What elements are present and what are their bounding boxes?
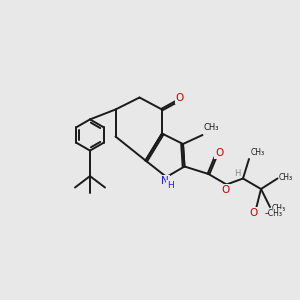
Text: CH₃: CH₃ xyxy=(279,172,293,182)
Text: –CH₃: –CH₃ xyxy=(265,209,283,218)
Text: H: H xyxy=(234,169,241,178)
Text: CH₃: CH₃ xyxy=(204,123,220,132)
Text: H: H xyxy=(167,181,173,190)
Text: CH₃: CH₃ xyxy=(272,204,286,213)
Text: O: O xyxy=(249,208,258,218)
Text: CH₃: CH₃ xyxy=(250,148,265,157)
Text: O: O xyxy=(215,148,223,158)
Text: N: N xyxy=(161,176,169,186)
Text: O: O xyxy=(221,185,229,195)
Text: O: O xyxy=(176,93,184,103)
